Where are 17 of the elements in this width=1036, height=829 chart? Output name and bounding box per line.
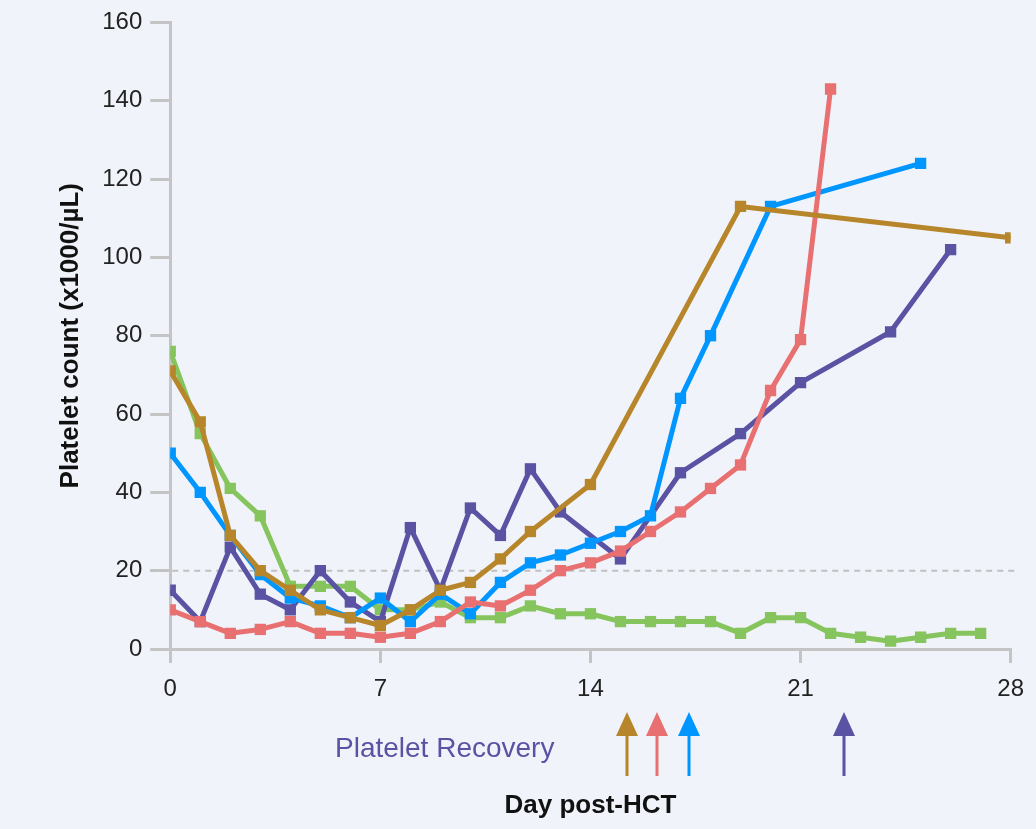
y-tick-label: 160 (102, 7, 143, 35)
x-tick-label: 21 (787, 674, 814, 702)
x-tick-label: 7 (373, 674, 388, 702)
y-tick-label: 40 (115, 476, 143, 504)
x-tick-label: 14 (577, 674, 604, 702)
y-tick-label: 60 (115, 398, 143, 426)
y-tick-label: 80 (115, 320, 143, 348)
x-axis-title: Day post-HCT (504, 788, 677, 819)
y-tick-label: 120 (102, 163, 143, 191)
y-tick-label: 0 (128, 633, 143, 661)
y-tick-label: 100 (102, 242, 143, 269)
y-tick-label: 20 (115, 555, 143, 583)
y-tick-label: 140 (102, 85, 143, 113)
x-tick-label: 28 (997, 674, 1024, 702)
y-axis-title: Platelet count (x1000/µL) (53, 183, 84, 489)
text: Platelet Recovery (335, 731, 555, 763)
x-tick-label: 0 (163, 674, 177, 702)
